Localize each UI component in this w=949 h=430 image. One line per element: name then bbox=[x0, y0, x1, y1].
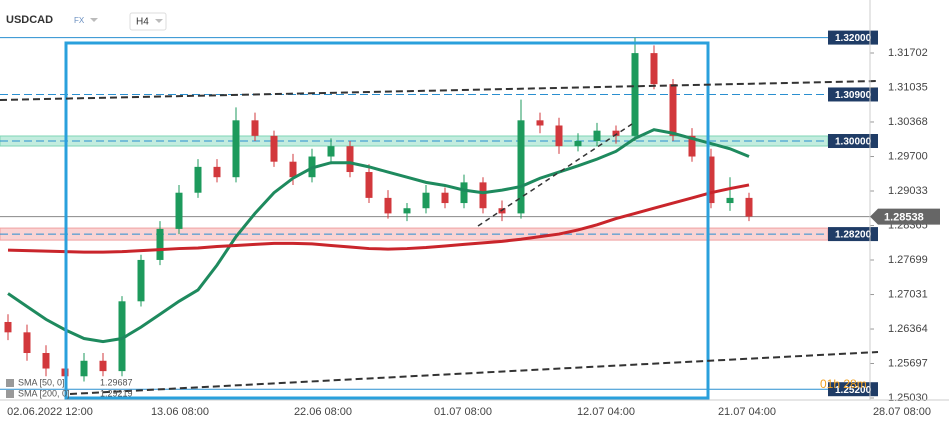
level-label: 1.28200 bbox=[835, 230, 872, 241]
candle-body bbox=[536, 120, 544, 126]
candle-body bbox=[441, 192, 449, 204]
candle-body bbox=[384, 197, 392, 214]
candle-body bbox=[232, 120, 240, 178]
y-tick-label: 1.29700 bbox=[888, 150, 928, 162]
candle-body bbox=[251, 120, 259, 136]
x-tick-label: 13.06 08:00 bbox=[151, 406, 209, 418]
candle-body bbox=[346, 146, 354, 173]
y-tick-label: 1.29033 bbox=[888, 185, 928, 197]
candle-body bbox=[270, 135, 278, 162]
dropdown-arrow[interactable] bbox=[90, 18, 98, 22]
candle-body bbox=[213, 166, 221, 178]
candle-body bbox=[42, 353, 50, 369]
candle-body bbox=[650, 53, 658, 85]
y-tick-label: 1.27699 bbox=[888, 254, 928, 266]
level-tag bbox=[828, 382, 878, 397]
legend-name: SMA [50, 0] bbox=[18, 377, 65, 387]
last-price-label: 1.28538 bbox=[884, 212, 924, 224]
level-tag bbox=[828, 227, 878, 242]
candle-body bbox=[289, 161, 297, 178]
legend-name: SMA [200, 0] bbox=[18, 388, 70, 398]
last-price-tag bbox=[870, 208, 940, 225]
level-label: 1.30000 bbox=[835, 137, 872, 148]
legend-value: 1.29687 bbox=[100, 377, 133, 387]
y-tick-label: 1.31702 bbox=[888, 47, 928, 59]
timer: 01h 28m bbox=[820, 377, 867, 391]
candle-body bbox=[118, 301, 126, 372]
dropdown-arrow[interactable] bbox=[155, 19, 163, 23]
candle-body bbox=[517, 120, 525, 214]
trend-line bbox=[0, 80, 879, 101]
y-tick-label: 1.26364 bbox=[888, 323, 928, 335]
level-tag bbox=[828, 30, 878, 45]
level-label: 1.30900 bbox=[835, 90, 872, 101]
x-tick-label: 02.06.2022 12:00 bbox=[7, 406, 93, 418]
candle-body bbox=[403, 208, 411, 214]
candle-body bbox=[422, 192, 430, 209]
legend-icon bbox=[6, 379, 14, 387]
y-tick-label: 1.27031 bbox=[888, 288, 928, 300]
candle-body bbox=[137, 259, 145, 302]
x-tick-label: 28.07 08:00 bbox=[873, 406, 931, 418]
trend-line bbox=[69, 351, 879, 395]
y-tick-label: 1.31035 bbox=[888, 81, 928, 93]
candle-body bbox=[175, 192, 183, 229]
x-tick-label: 01.07 08:00 bbox=[434, 406, 492, 418]
trend-line bbox=[477, 123, 633, 227]
candle-body bbox=[745, 197, 753, 217]
candle-body bbox=[707, 156, 715, 204]
level-label: 1.25200 bbox=[835, 385, 872, 396]
candle-body bbox=[156, 228, 164, 260]
market: FX bbox=[74, 16, 85, 25]
candle-body bbox=[555, 125, 563, 147]
legend-icon bbox=[6, 390, 14, 398]
candle-body bbox=[365, 172, 373, 198]
y-tick-label: 1.25030 bbox=[888, 392, 928, 404]
moving-average bbox=[7, 128, 750, 344]
level-label: 1.32000 bbox=[835, 33, 872, 44]
x-tick-label: 22.06 08:00 bbox=[294, 406, 352, 418]
candle-body bbox=[612, 130, 620, 136]
symbol[interactable]: USDCAD bbox=[6, 14, 53, 26]
candle-body bbox=[631, 53, 639, 136]
timeframe[interactable]: H4 bbox=[136, 17, 149, 28]
candle-body bbox=[688, 135, 696, 157]
candle-body bbox=[80, 360, 88, 377]
candle-body bbox=[4, 321, 12, 333]
legend-value: 1.29219 bbox=[100, 388, 133, 398]
timeframe-box[interactable] bbox=[129, 12, 167, 31]
moving-average bbox=[7, 183, 750, 254]
y-tick-label: 1.25697 bbox=[888, 357, 928, 369]
x-tick-label: 12.07 04:00 bbox=[577, 406, 635, 418]
plot: 1.32000 1.30900 1.30000 1.28200 1.25200 bbox=[0, 30, 878, 397]
candle-body bbox=[726, 197, 734, 204]
y-tick-label: 1.30368 bbox=[888, 116, 928, 128]
candle-body bbox=[23, 332, 31, 354]
candle-body bbox=[669, 84, 677, 136]
candle-body bbox=[479, 182, 487, 209]
range-box bbox=[64, 41, 710, 400]
candle-body bbox=[194, 166, 202, 193]
candle-body bbox=[99, 360, 107, 372]
candle-body bbox=[460, 182, 468, 204]
candle-body bbox=[574, 141, 582, 147]
level-tag bbox=[828, 87, 878, 102]
level-tag bbox=[828, 134, 878, 149]
candle-body bbox=[593, 130, 601, 142]
candle-body bbox=[327, 146, 335, 157]
x-tick-label: 21.07 04:00 bbox=[718, 406, 776, 418]
